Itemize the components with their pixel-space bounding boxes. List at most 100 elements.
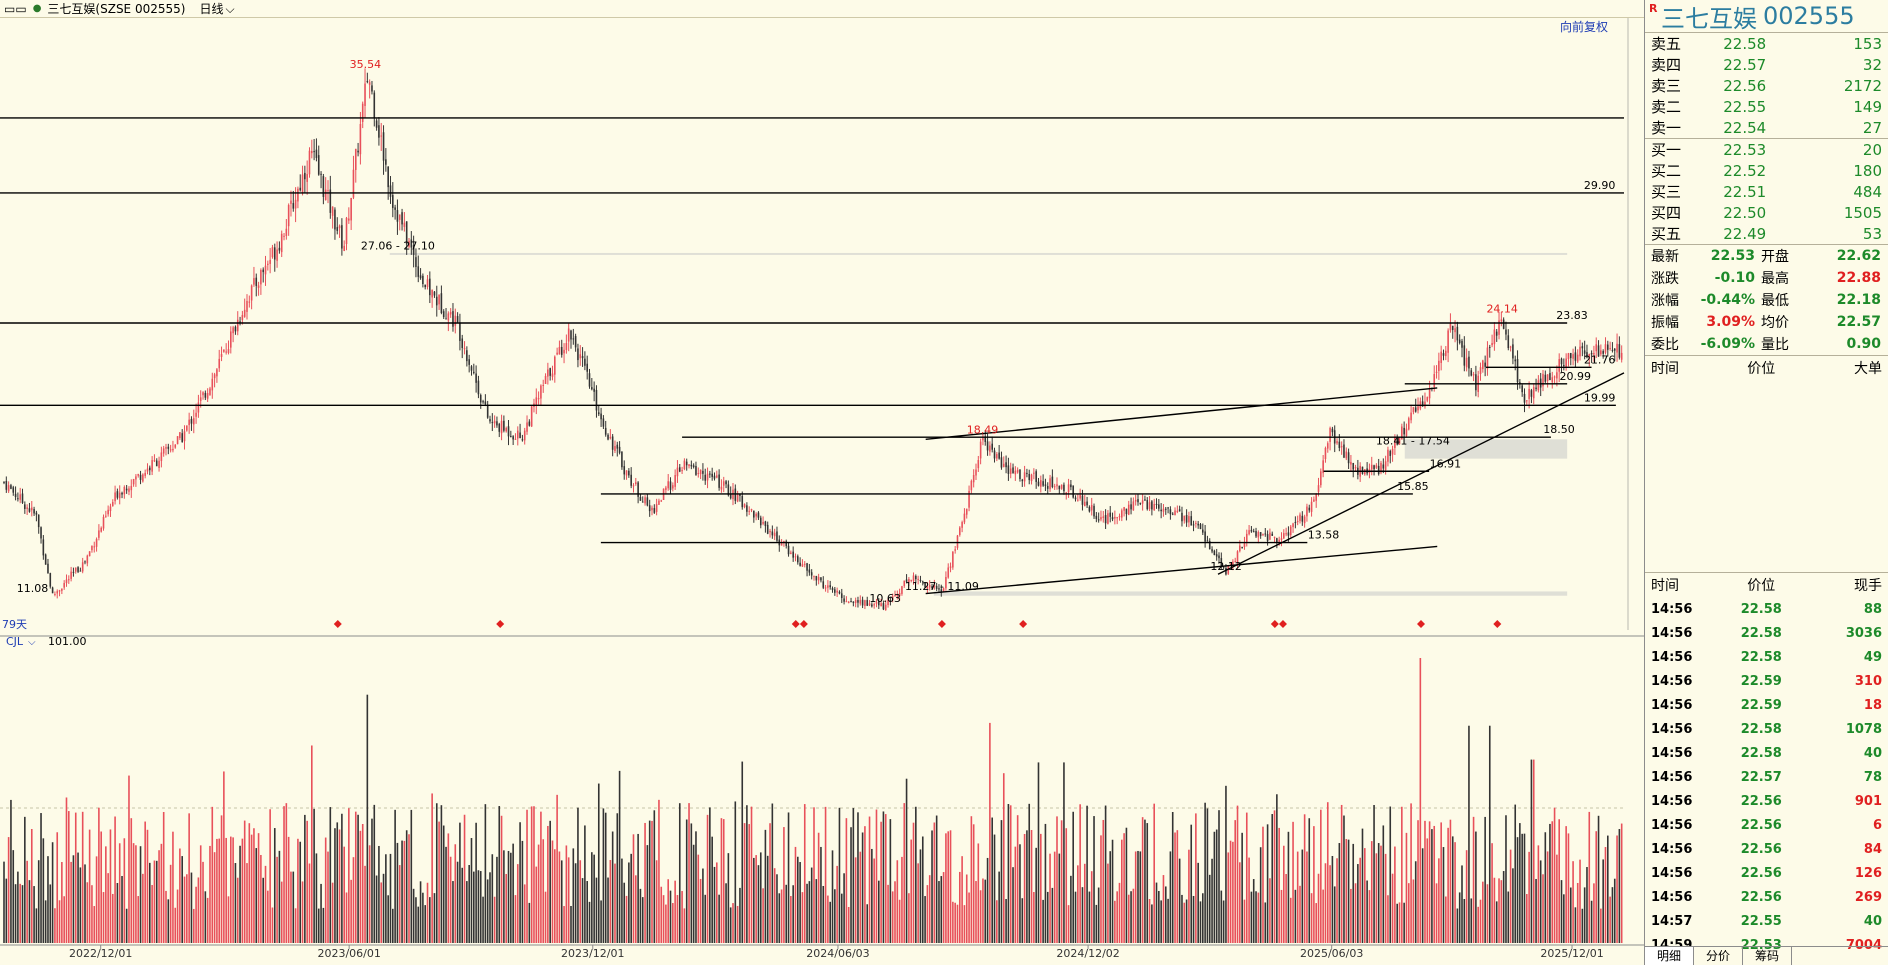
candle-body [753,510,755,518]
candle-body [155,460,158,467]
stock-label[interactable]: 三七互娱(SZSE 002555) [47,1,186,16]
signal-marker-icon[interactable] [1019,620,1028,628]
quote-label: 开盘 [1761,249,1789,265]
candle-body [764,521,767,527]
tick-volume: 40 [1863,913,1882,929]
signal-marker-icon[interactable] [937,620,946,628]
menu-icon[interactable]: ▭▭ [4,1,27,16]
candle-body [1537,380,1540,391]
volume-bar [1146,823,1149,943]
level-volume: 32 [1862,55,1882,74]
candle-body [442,311,445,318]
signal-marker-icon[interactable] [799,620,808,628]
candle-body [1486,347,1489,369]
candle-body [475,373,477,383]
candle-body [211,378,214,391]
volume-bar [1491,843,1493,943]
volume-bar [1081,887,1084,943]
volume-bar [847,906,850,943]
volume-bar [1042,899,1044,943]
volume-bar [1456,908,1459,943]
candle-body [1569,353,1572,359]
level-price: 22.52 [1723,161,1767,180]
candle-body [1463,345,1466,366]
volume-bar [40,813,42,943]
candle-body [1183,515,1186,521]
kline-chart-area[interactable]: 向前复权 79天 CJL ⌵ 101.00 35.54 29.90 27.06 - … [0,18,1644,960]
volume-bar [963,905,966,943]
signal-marker-icon[interactable] [496,620,505,628]
candle-body [699,469,702,475]
volume-bar [972,824,975,943]
volume-bar [121,876,123,943]
candle-body [1208,540,1211,550]
candle-body [560,346,563,355]
period-selector[interactable]: 日线 ⌵ [199,0,234,18]
candle-body [621,451,623,468]
candle-body [574,336,577,348]
candle-body [1412,407,1415,413]
candle-body [1331,428,1334,433]
volume-bar [1493,877,1496,943]
level-volume: 484 [1853,182,1882,201]
volume-bar [1134,851,1137,943]
volume-bar [493,896,496,943]
signal-marker-icon[interactable] [1493,620,1502,628]
chevron-down-icon[interactable]: ⌵ [28,637,36,648]
candle-body [986,441,989,451]
signal-marker-icon[interactable] [791,620,800,628]
volume-bar [706,814,709,943]
volume-bar [1248,857,1250,943]
volume-bar [690,823,693,943]
xaxis-tick-label: 2022/12/01 [69,947,132,960]
volume-bar [928,875,931,943]
candle-body [949,566,952,568]
volume-bar [947,831,950,943]
volume-bar [1576,882,1579,943]
candle-body [352,169,355,198]
candle-body [225,351,227,353]
candle-body [10,485,12,489]
candle-body [33,509,35,514]
price-label: 24.14 [1486,302,1518,315]
candle-body [5,480,8,490]
status-dot-icon: ● [32,2,42,14]
volume-bar [813,807,815,943]
volume-bar [179,848,181,943]
signal-marker-icon[interactable] [1417,620,1425,628]
tab-0[interactable]: 明细 [1645,947,1695,965]
volume-bar [776,874,778,943]
candle-body [1296,521,1299,523]
volume-bar [1195,813,1197,943]
candle-body [766,524,769,534]
tab-1[interactable]: 分价 [1694,947,1744,965]
candle-body [1512,344,1514,359]
tick-price: 22.56 [1740,817,1782,833]
volume-indicator-name[interactable]: CJL [6,635,24,648]
volume-bar [1613,878,1616,943]
candle-body [1215,554,1218,557]
volume-bar [1067,905,1070,943]
order-book-row: 卖五 22.58 153 [1645,33,1888,54]
volume-bar [1470,898,1473,943]
volume-bar [1269,878,1271,943]
tick-volume: 6 [1872,817,1882,833]
candle-body [1007,465,1010,474]
tab-2[interactable]: 筹码 [1743,947,1793,965]
candle-body [54,594,56,596]
candle-body [1178,509,1181,512]
big-order-list [1645,380,1888,572]
candle-body [181,433,183,442]
signal-marker-icon[interactable] [1270,620,1279,628]
volume-bar [901,856,903,943]
signal-marker-icon[interactable] [333,620,342,628]
candle-body [118,492,121,499]
volume-bar [917,863,919,943]
adjust-mode-link[interactable]: 向前复权 [1560,19,1608,34]
volume-bar [1549,823,1551,943]
candle-body [1044,484,1047,486]
volume-bar [1414,861,1417,943]
signal-marker-icon[interactable] [1278,620,1287,628]
volume-bar [361,823,364,943]
